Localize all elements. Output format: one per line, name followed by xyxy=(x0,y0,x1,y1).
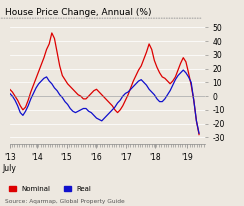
Real xyxy=(50,83,53,85)
Nominal xyxy=(8,88,11,90)
Real xyxy=(182,69,185,71)
Nominal xyxy=(198,133,201,136)
Nominal xyxy=(106,99,109,102)
Nominal xyxy=(53,37,56,40)
Nominal xyxy=(169,83,172,85)
Legend: Nominal, Real: Nominal, Real xyxy=(6,183,94,194)
Nominal xyxy=(50,32,53,34)
Real xyxy=(71,110,74,112)
Text: House Price Change, Annual (%): House Price Change, Annual (%) xyxy=(5,8,151,17)
Real xyxy=(166,94,169,96)
Line: Real: Real xyxy=(10,70,199,133)
Real xyxy=(103,117,106,119)
Real xyxy=(8,92,11,95)
Line: Nominal: Nominal xyxy=(10,33,199,135)
Real xyxy=(198,132,201,135)
Text: Source: Aqarmap, Global Property Guide: Source: Aqarmap, Global Property Guide xyxy=(5,199,125,204)
Nominal xyxy=(182,56,185,59)
Nominal xyxy=(174,76,177,78)
Real xyxy=(179,71,182,74)
Nominal xyxy=(74,91,77,93)
Real xyxy=(171,84,174,86)
